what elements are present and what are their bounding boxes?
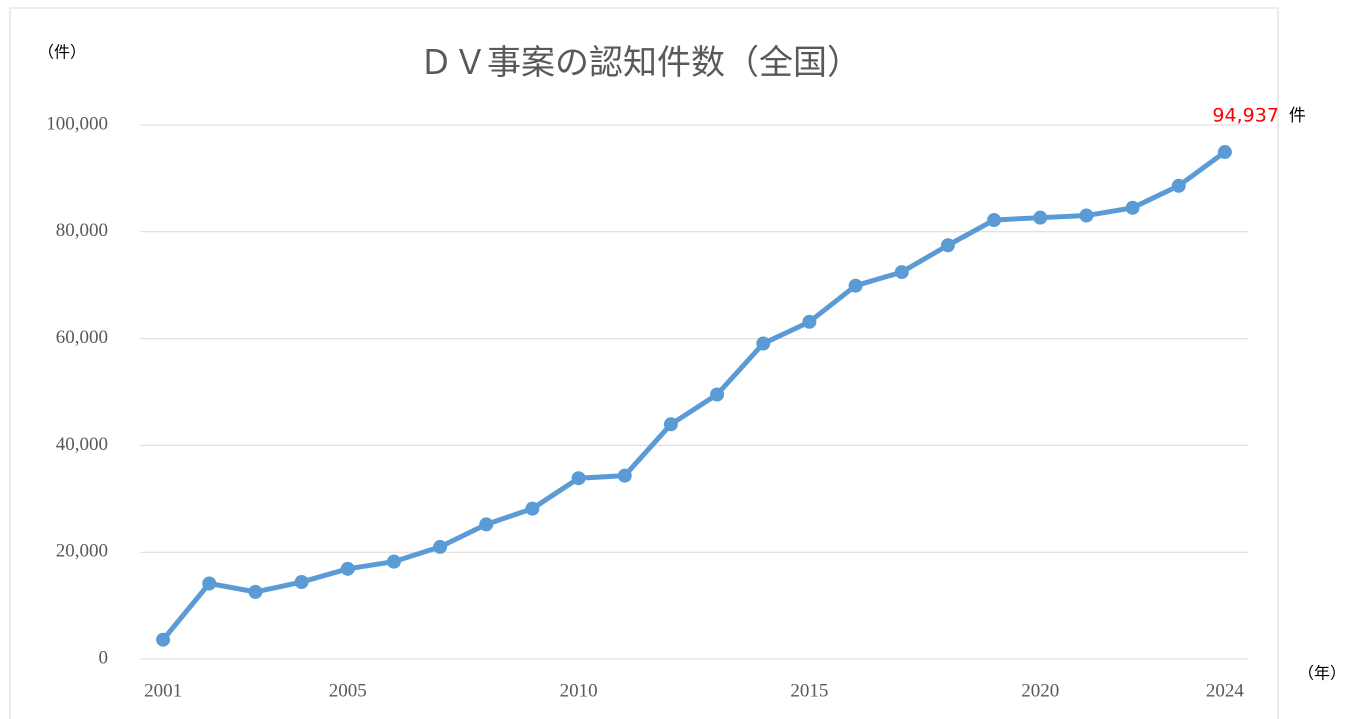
y-tick-label: 80,000 (56, 220, 108, 241)
data-point (1033, 210, 1048, 225)
x-tick-label: 2010 (560, 680, 598, 701)
data-point (340, 561, 355, 576)
x-axis-label: （年） (1298, 664, 1346, 683)
data-point (1125, 200, 1140, 215)
chart-frame (9, 7, 1279, 719)
data-point (802, 314, 817, 329)
data-point (987, 213, 1002, 228)
data-line (161, 150, 1227, 642)
data-point (525, 501, 540, 516)
x-tick-label: 2005 (329, 680, 367, 701)
x-tick-label: 2015 (790, 680, 828, 701)
y-tick-label: 20,000 (56, 541, 108, 562)
value-label: 94,937 (1212, 105, 1278, 127)
data-point (1079, 208, 1094, 223)
data-point (202, 576, 217, 591)
data-point (433, 539, 448, 554)
data-point (1217, 145, 1232, 160)
data-point (248, 584, 263, 599)
value-label-unit: 件 (1289, 106, 1306, 126)
y-axis-label: （件） (38, 43, 86, 62)
data-point (663, 417, 678, 432)
y-tick-label: 100,000 (46, 113, 108, 134)
x-tick-label: 2020 (1021, 680, 1059, 701)
data-point (1171, 178, 1186, 193)
y-tick-label: 40,000 (56, 434, 108, 455)
data-point (571, 471, 586, 486)
y-tick-label: 0 (99, 647, 109, 668)
y-tick-label: 60,000 (56, 327, 108, 348)
chart-title: ＤＶ事案の認知件数（全国） (419, 44, 861, 82)
data-point (156, 632, 171, 647)
x-tick-label: 2024 (1206, 680, 1245, 701)
data-point (294, 575, 309, 590)
data-point (940, 238, 955, 253)
data-point (894, 265, 909, 280)
data-point (710, 387, 725, 402)
data-point (848, 278, 863, 293)
data-point (386, 554, 401, 569)
data-point (756, 336, 771, 351)
data-point (479, 517, 494, 532)
data-point (617, 468, 632, 483)
x-tick-label: 2001 (144, 680, 182, 701)
